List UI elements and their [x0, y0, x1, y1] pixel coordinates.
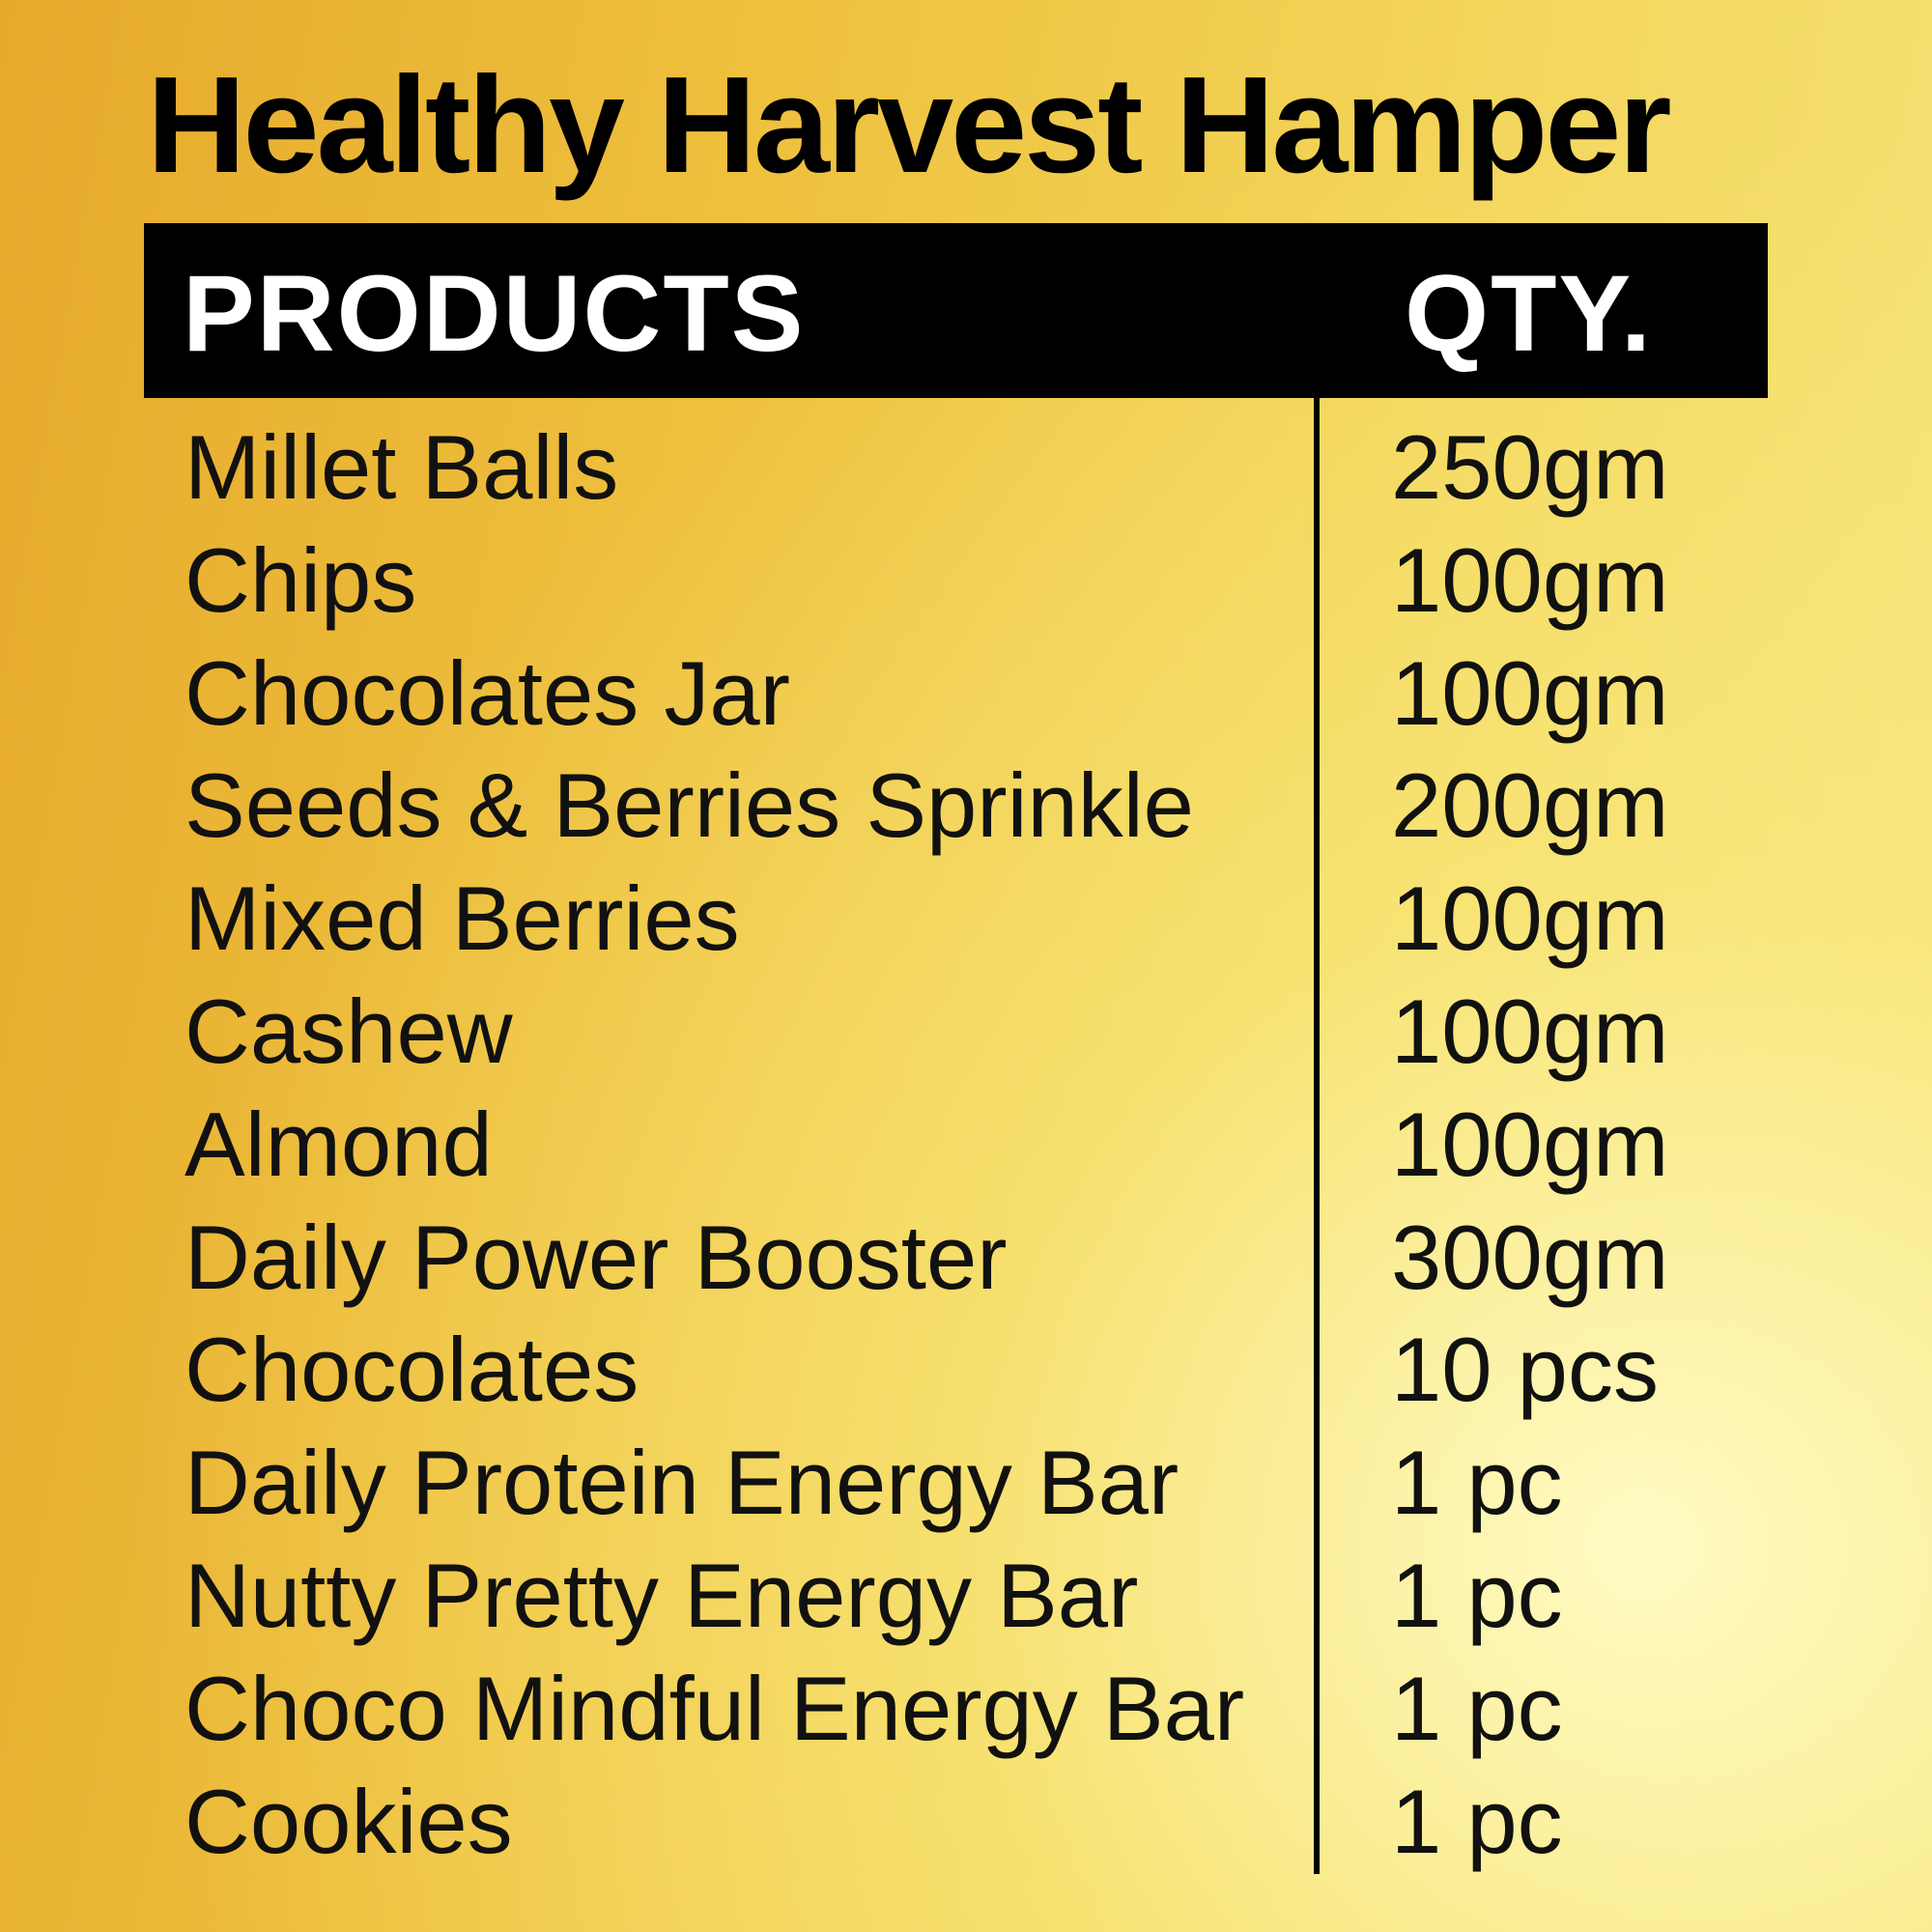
product-name: Chips: [185, 528, 417, 631]
table-row: Chips 100gm: [0, 524, 1932, 637]
product-qty: 200gm: [1391, 754, 1669, 857]
table-row: Daily Power Booster 300gm: [0, 1201, 1932, 1314]
product-qty: 1 pc: [1391, 1545, 1563, 1646]
product-name: Nutty Pretty Energy Bar: [185, 1545, 1139, 1646]
table-row: Cashew 100gm: [0, 975, 1932, 1088]
product-name: Chocolates Jar: [185, 641, 790, 744]
product-name: Seeds & Berries Sprinkle: [185, 754, 1194, 857]
table-row: Seeds & Berries Sprinkle 200gm: [0, 749, 1932, 862]
table-row: Daily Protein Energy Bar 1 pc: [0, 1426, 1932, 1539]
product-name: Cashew: [185, 980, 513, 1082]
table-header: PRODUCTS QTY.: [144, 223, 1768, 398]
product-qty: 300gm: [1391, 1206, 1669, 1308]
table-row: Almond 100gm: [0, 1088, 1932, 1201]
table-row: Choco Mindful Energy Bar 1 pc: [0, 1652, 1932, 1765]
table-row: Cookies 1 pc: [0, 1765, 1932, 1878]
product-qty: 100gm: [1391, 1093, 1669, 1195]
product-name: Daily Protein Energy Bar: [185, 1432, 1179, 1534]
product-qty: 1 pc: [1391, 1432, 1563, 1534]
product-qty: 100gm: [1391, 867, 1669, 970]
header-qty: QTY.: [1405, 253, 1653, 374]
header-products: PRODUCTS: [183, 253, 806, 374]
product-qty: 100gm: [1391, 641, 1669, 744]
column-divider: [1314, 398, 1320, 1874]
product-qty: 10 pcs: [1391, 1319, 1659, 1421]
product-name: Choco Mindful Energy Bar: [185, 1657, 1245, 1759]
product-qty: 100gm: [1391, 528, 1669, 631]
product-name: Daily Power Booster: [185, 1206, 1008, 1308]
product-qty: 1 pc: [1391, 1657, 1563, 1759]
product-name: Cookies: [185, 1770, 513, 1872]
table-row: Nutty Pretty Energy Bar 1 pc: [0, 1539, 1932, 1652]
product-name: Mixed Berries: [185, 867, 740, 970]
product-name: Chocolates: [185, 1319, 639, 1421]
table-row: Chocolates 10 pcs: [0, 1313, 1932, 1426]
product-qty: 100gm: [1391, 980, 1669, 1082]
table-row: Chocolates Jar 100gm: [0, 637, 1932, 750]
product-qty: 250gm: [1391, 416, 1669, 518]
table-row: Mixed Berries 100gm: [0, 862, 1932, 975]
product-name: Millet Balls: [185, 416, 619, 518]
page-title: Healthy Harvest Hamper: [147, 48, 1672, 202]
product-name: Almond: [185, 1093, 493, 1195]
table-row: Millet Balls 250gm: [0, 411, 1932, 524]
product-qty: 1 pc: [1391, 1770, 1563, 1872]
